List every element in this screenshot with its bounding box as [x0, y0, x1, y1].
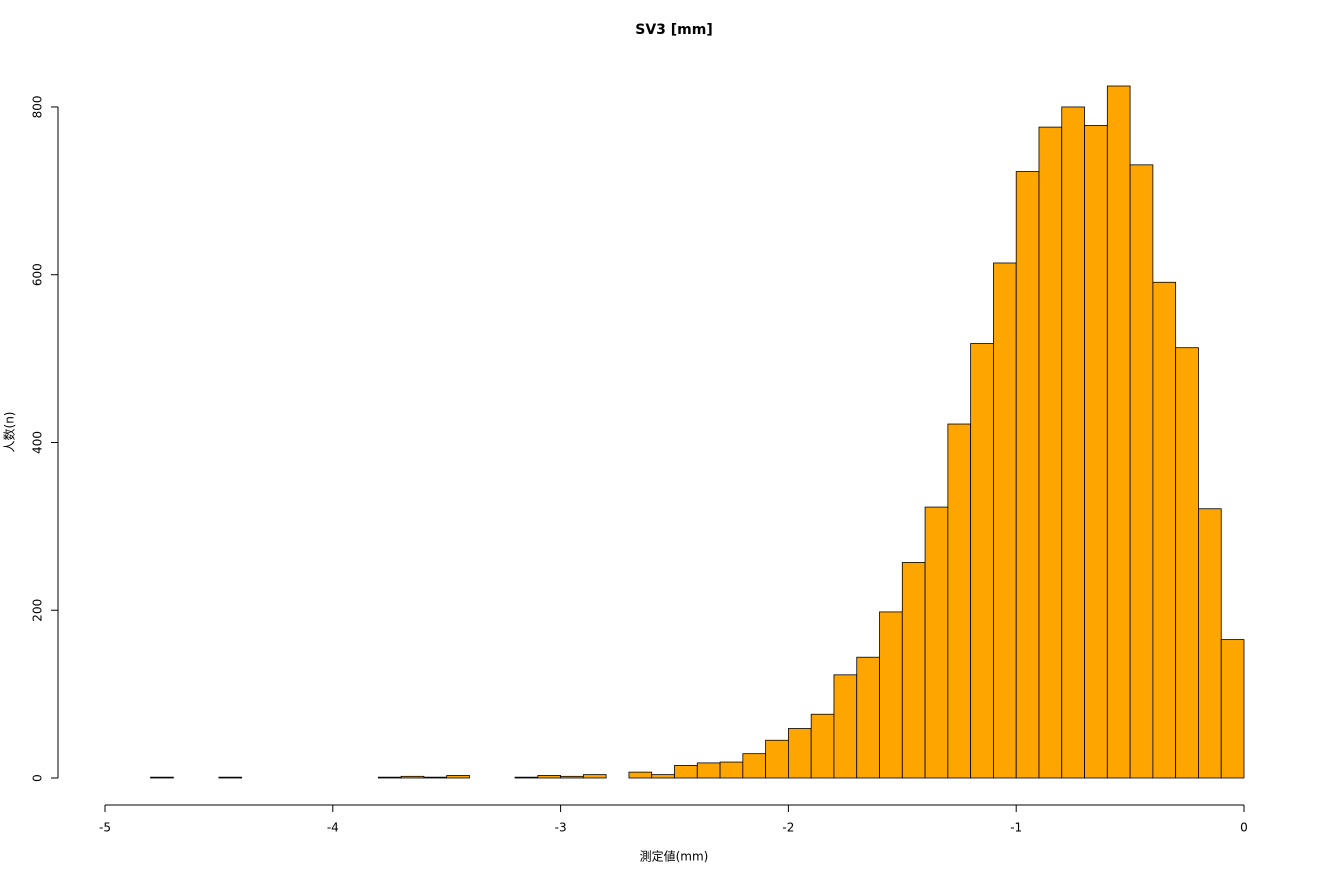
bar — [628, 771, 653, 779]
bar — [947, 423, 972, 779]
bar — [423, 776, 448, 779]
bar — [1152, 281, 1177, 779]
y-tick-label: 600 — [31, 263, 45, 286]
bar — [1061, 106, 1085, 779]
bar — [1038, 126, 1063, 779]
y-tick-label: 800 — [31, 96, 45, 119]
y-tick-label: 400 — [31, 431, 45, 454]
bar — [1015, 171, 1040, 779]
x-tick-label: -3 — [555, 821, 567, 835]
chart-title: SV3 [mm] — [635, 22, 713, 38]
bar — [218, 776, 243, 779]
bar — [1198, 508, 1222, 779]
bar — [742, 753, 767, 779]
bar — [514, 776, 539, 779]
x-tick-label: -4 — [327, 821, 339, 835]
y-tick-label: 200 — [31, 599, 45, 622]
bar — [1220, 639, 1245, 779]
bar — [150, 776, 174, 779]
bar — [810, 713, 835, 779]
bar — [377, 776, 402, 779]
y-tick-label: 0 — [31, 774, 45, 782]
bar — [1084, 125, 1108, 779]
bar — [924, 506, 949, 779]
x-axis-label: 測定値(mm) — [640, 849, 709, 864]
bar — [400, 775, 425, 779]
bar — [582, 774, 607, 779]
bar — [719, 761, 744, 779]
bar — [651, 774, 675, 779]
bar — [1129, 164, 1154, 779]
bar — [788, 728, 812, 779]
y-axis-label: 人数(n) — [2, 412, 17, 453]
bar — [970, 343, 994, 779]
bar — [833, 674, 858, 779]
x-tick-label: -1 — [1010, 821, 1022, 835]
bar — [537, 775, 562, 779]
bar — [1175, 347, 1199, 779]
bar — [993, 262, 1017, 779]
bar — [879, 611, 903, 779]
x-tick-label: 0 — [1240, 821, 1248, 835]
bar — [560, 775, 584, 779]
bar — [674, 765, 698, 779]
bar — [1106, 85, 1131, 779]
bar — [765, 739, 789, 779]
bar — [446, 775, 470, 779]
x-tick-label: -2 — [782, 821, 794, 835]
bar — [901, 562, 926, 779]
bar — [856, 656, 880, 779]
bar — [696, 762, 721, 779]
x-tick-label: -5 — [99, 821, 111, 835]
